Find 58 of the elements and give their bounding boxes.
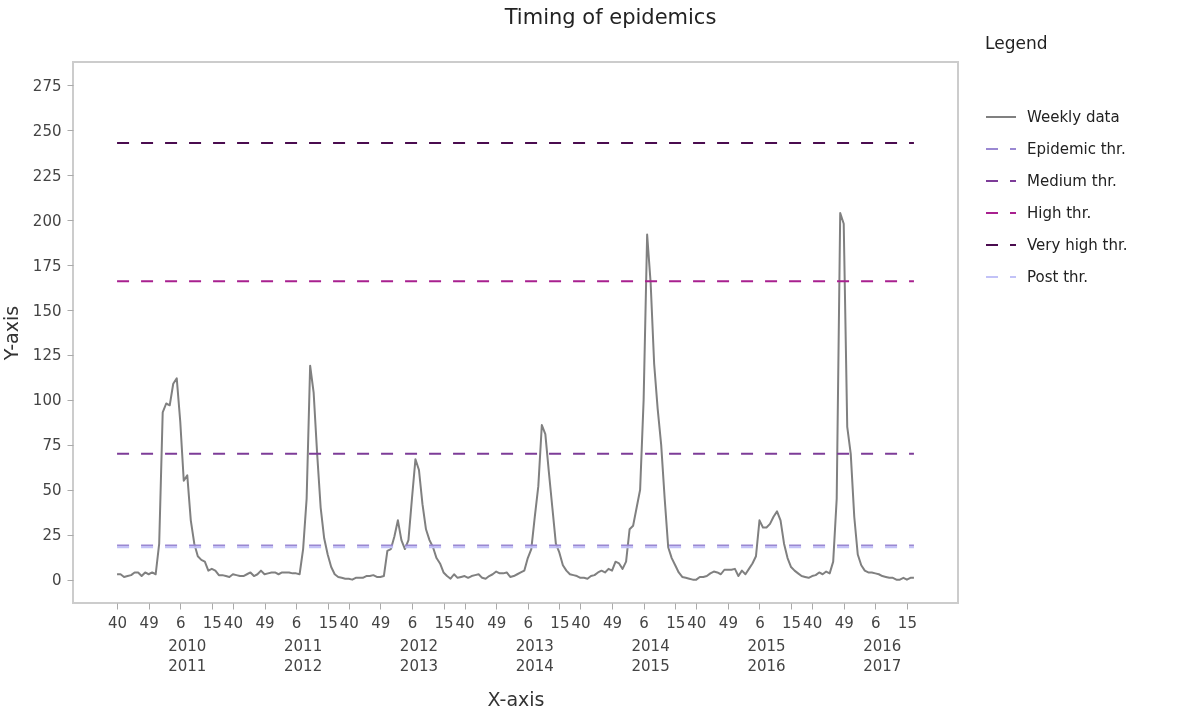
x-axis-title: X-axis bbox=[487, 687, 545, 706]
y-tick-label: 0 bbox=[51, 571, 62, 590]
legend-label: Weekly data bbox=[1027, 108, 1120, 126]
x-tick-label: 49 bbox=[371, 613, 391, 632]
x-tick-label: 15 bbox=[434, 613, 454, 632]
x-tick-label: 40 bbox=[223, 613, 243, 632]
text: 2012 2013 bbox=[399, 637, 439, 675]
x-tick-label: 6 bbox=[407, 613, 418, 632]
y-tick-label: 125 bbox=[32, 346, 62, 365]
x-tick-label: 40 bbox=[455, 613, 475, 632]
x-tick-label: 49 bbox=[139, 613, 159, 632]
text: 2013 2014 bbox=[515, 637, 554, 675]
y-tick-label: 275 bbox=[32, 76, 62, 95]
y-tick-label: 225 bbox=[32, 166, 62, 185]
x-tick-label: 40 bbox=[108, 613, 128, 632]
y-tick-label: 200 bbox=[32, 211, 62, 230]
legend-label: Epidemic thr. bbox=[1027, 140, 1126, 158]
y-tick-label: 250 bbox=[32, 121, 62, 140]
x-tick-label: 40 bbox=[687, 613, 707, 632]
x-tick-label: 15 bbox=[202, 613, 222, 632]
x-tick-label: 15 bbox=[897, 613, 917, 632]
y-tick-label: 25 bbox=[42, 526, 62, 545]
x-tick-label: 6 bbox=[755, 613, 765, 632]
x-tick-label: 15 bbox=[782, 613, 802, 632]
x-tick-label: 40 bbox=[339, 613, 359, 632]
x-tick-label: 40 bbox=[571, 613, 591, 632]
y-tick-label: 100 bbox=[32, 391, 62, 410]
legend-label: Medium thr. bbox=[1027, 172, 1117, 190]
x-tick-label: 15 bbox=[550, 613, 570, 632]
text: 2010 2011 bbox=[168, 637, 207, 675]
x-tick-label: 40 bbox=[803, 613, 823, 632]
legend-label: Post thr. bbox=[1027, 268, 1089, 286]
x-tick-label: 15 bbox=[666, 613, 686, 632]
legend-label: High thr. bbox=[1027, 204, 1092, 222]
legend-title: Legend bbox=[985, 33, 1048, 53]
y-tick-label: 175 bbox=[32, 256, 62, 275]
x-tick-label: 49 bbox=[718, 613, 738, 632]
y-tick-label: 50 bbox=[42, 481, 62, 500]
line-series bbox=[116, 211, 915, 581]
legend-label: Very high thr. bbox=[1027, 236, 1128, 254]
text: 2014 2015 bbox=[631, 637, 670, 675]
y-tick-label: 150 bbox=[32, 301, 62, 320]
x-tick-label: 6 bbox=[523, 613, 534, 632]
x-tick-label: 49 bbox=[834, 613, 854, 632]
x-tick-label: 6 bbox=[871, 613, 881, 632]
x-tick-label: 6 bbox=[639, 613, 649, 632]
x-tick-label: 6 bbox=[175, 613, 186, 632]
y-tick-label: 75 bbox=[42, 436, 62, 455]
x-tick-label: 6 bbox=[291, 613, 302, 632]
text: 2011 2012 bbox=[284, 637, 323, 675]
x-tick-label: 15 bbox=[318, 613, 338, 632]
text: 2016 2017 bbox=[863, 637, 902, 675]
x-tick-label: 49 bbox=[487, 613, 507, 632]
x-tick-label: 49 bbox=[255, 613, 275, 632]
x-tick-label: 49 bbox=[602, 613, 623, 632]
y-axis-title: Y-axis bbox=[0, 305, 22, 362]
text: 2015 2016 bbox=[747, 637, 786, 675]
chart-title: Timing of epidemics bbox=[503, 5, 717, 29]
